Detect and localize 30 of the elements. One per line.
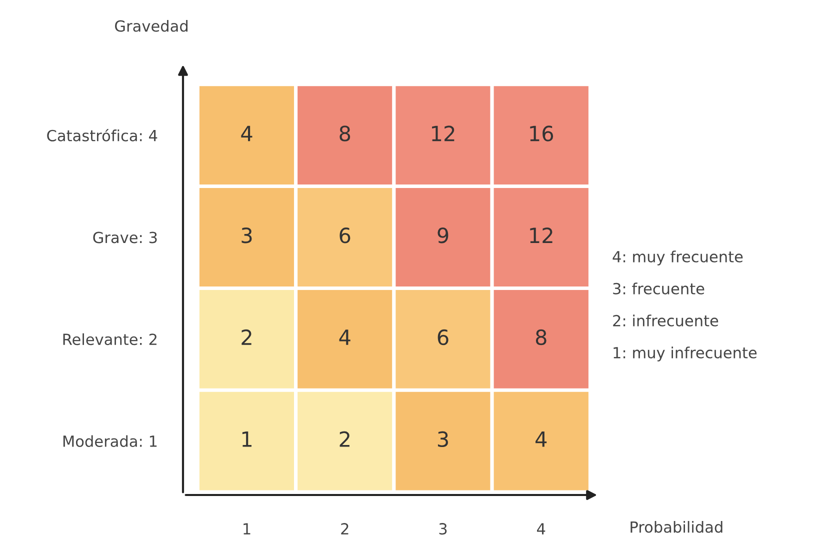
data-label: 8: [536, 329, 546, 346]
data-label: 12: [530, 228, 552, 243]
y-tick-label: Catastrófica: 4: [47, 128, 158, 142]
x-tick-label: 4: [537, 523, 546, 534]
text: 1: muy infrecuente: [614, 346, 757, 362]
y-tick-label: Grave: 3: [93, 232, 157, 244]
data-label: 2: [242, 329, 252, 345]
text: 4: muy frecuente: [612, 250, 743, 266]
data-label: 3: [242, 228, 252, 244]
data-label: 6: [340, 228, 350, 244]
x-tick-label: 3: [439, 523, 447, 535]
text: 2: infrecuente: [613, 314, 718, 326]
data-label: 9: [438, 228, 448, 244]
data-label: 4: [536, 432, 547, 447]
text: 3: frecuente: [613, 282, 704, 294]
y-tick-label: Relevante: 2: [63, 333, 156, 346]
data-label: 6: [438, 329, 448, 346]
x-axis-title: Probabilidad: [630, 520, 722, 533]
y-axis-title: Gravedad: [115, 20, 188, 32]
data-label: 1: [242, 432, 252, 447]
x-tick-label: 2: [341, 523, 348, 534]
data-label: 2: [340, 431, 350, 447]
y-tick-label: Moderada: 1: [63, 435, 157, 448]
data-label: 4: [339, 330, 350, 345]
data-label: 16: [530, 126, 554, 142]
data-label: 3: [438, 431, 448, 448]
data-label: 4: [241, 126, 252, 142]
x-tick-label: 1: [244, 523, 250, 534]
data-label: 8: [340, 126, 350, 142]
data-label: 12: [432, 126, 454, 142]
